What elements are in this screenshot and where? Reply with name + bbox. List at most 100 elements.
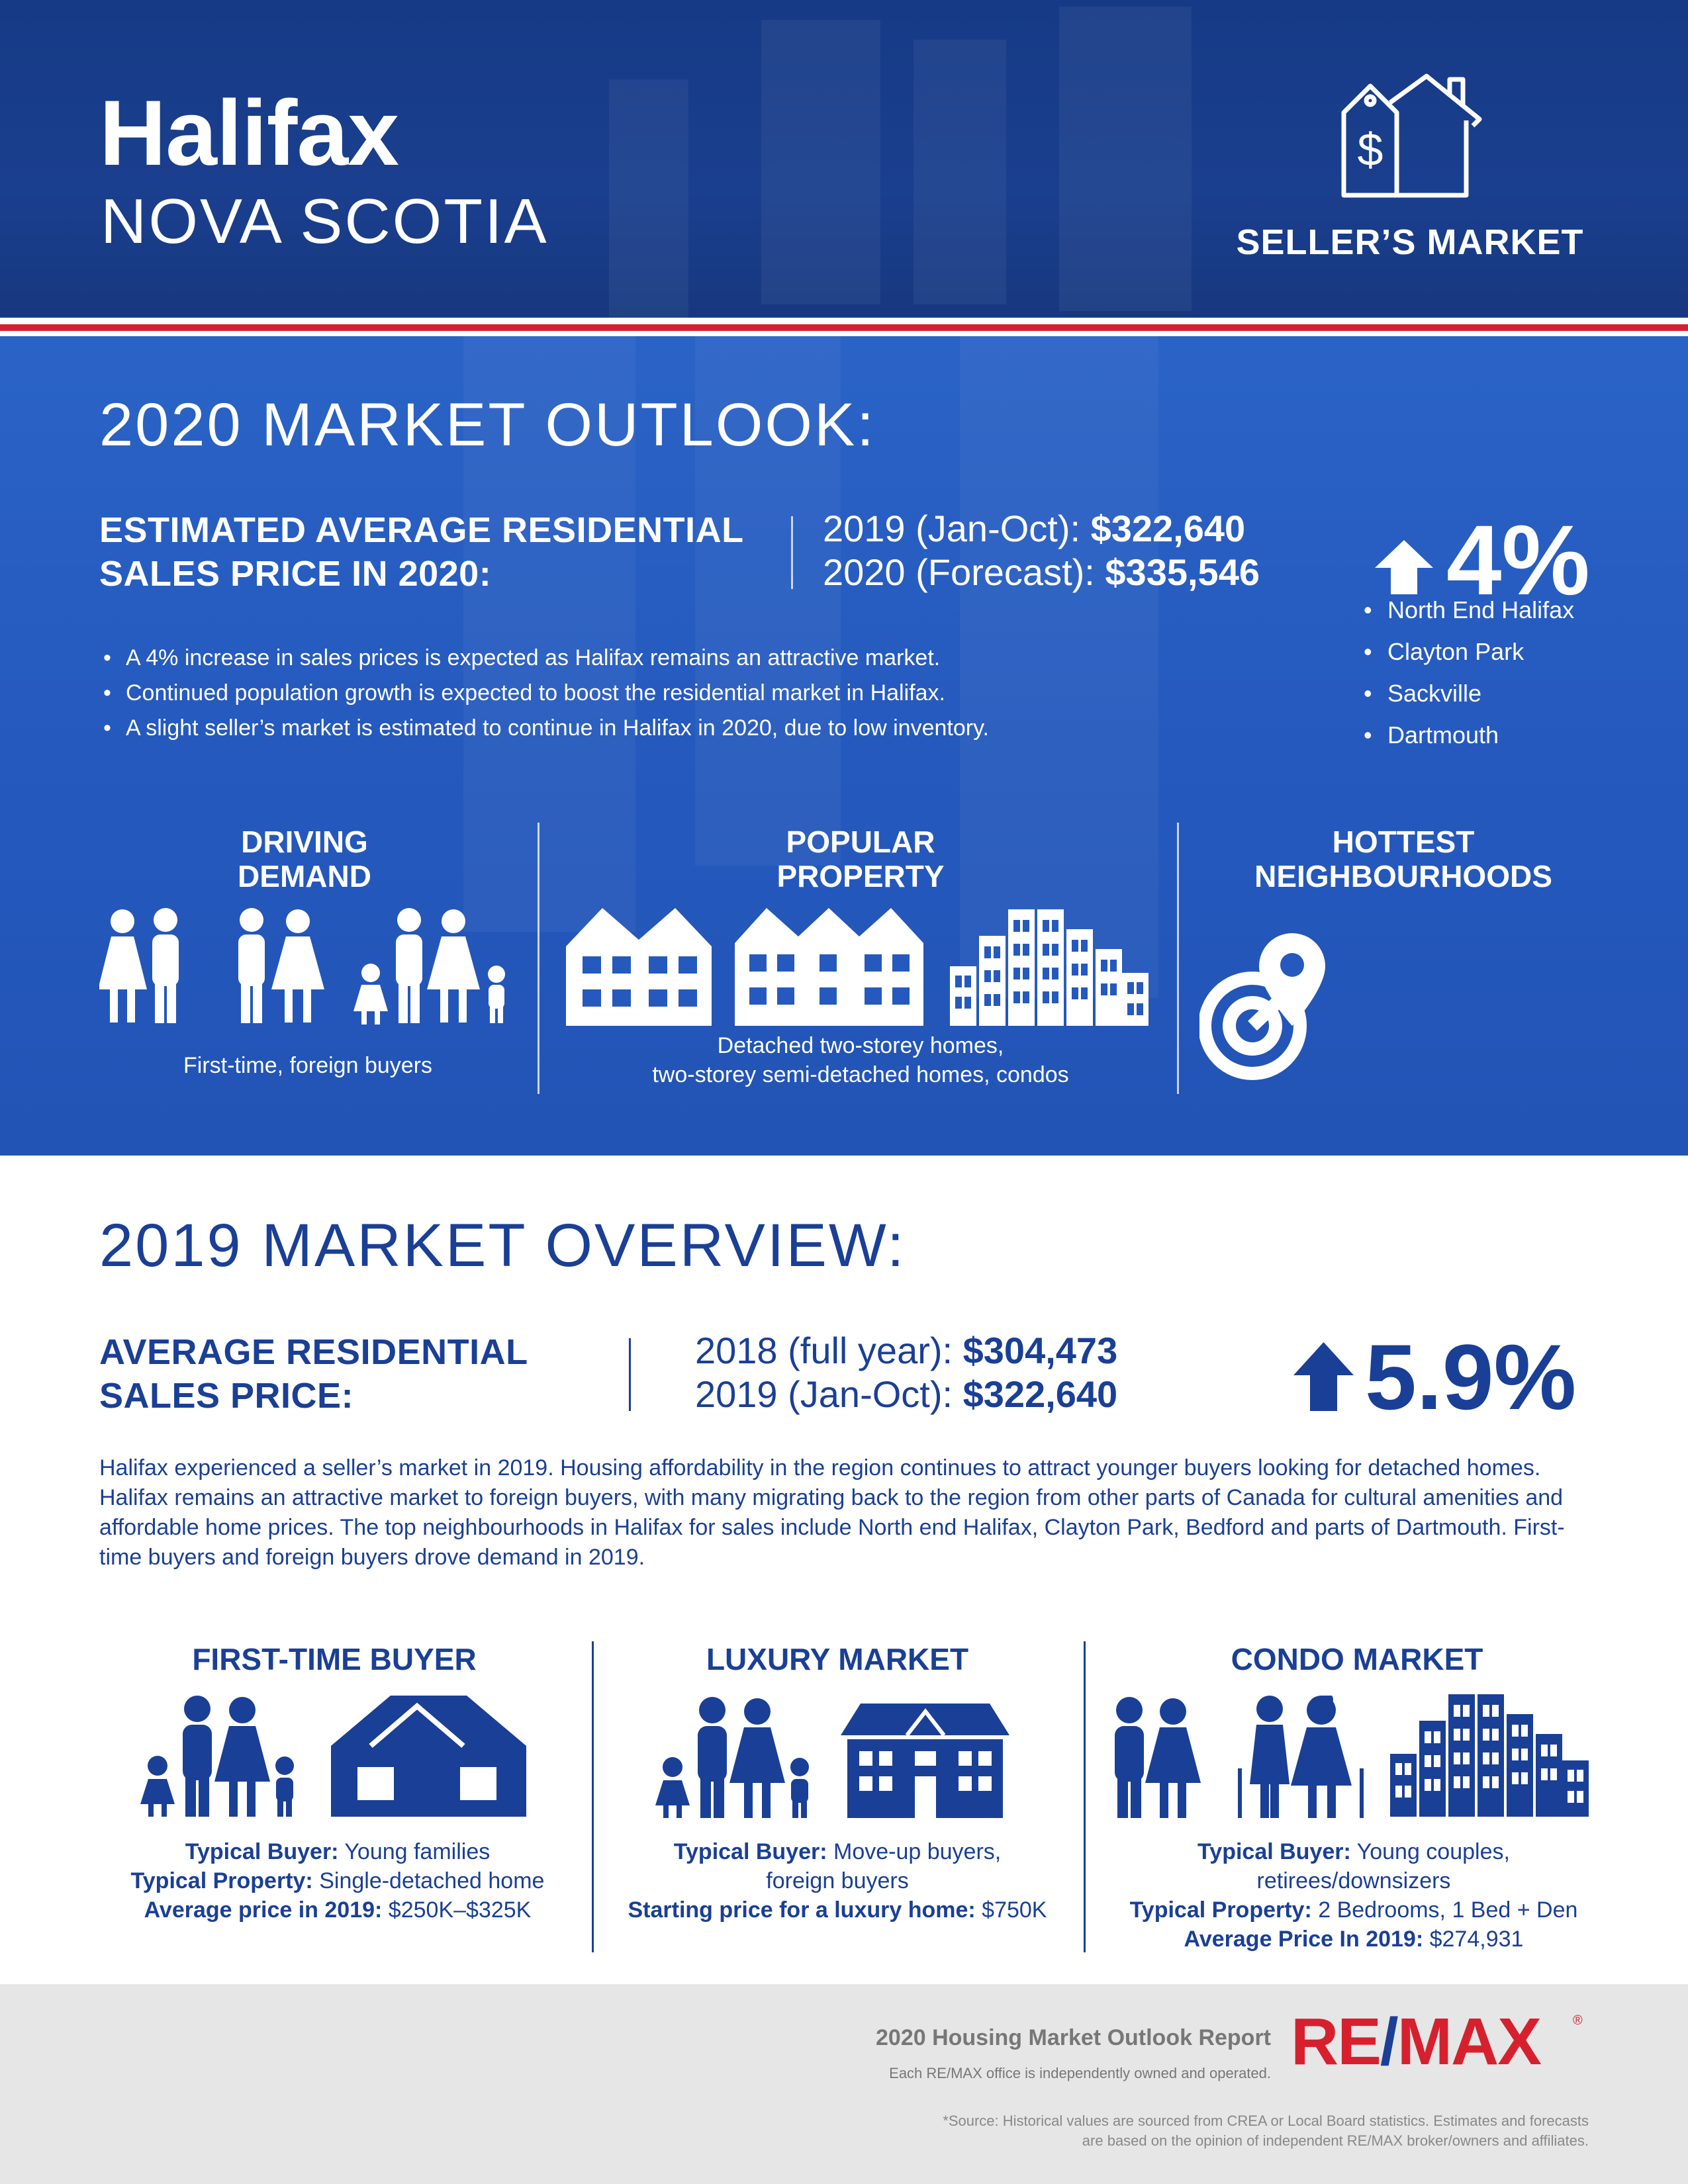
remax-logo: RE/MAX bbox=[1291, 2004, 1542, 2080]
popular-property-title: POPULAR PROPERTY bbox=[662, 825, 1059, 893]
source-line: are based on the opinion of independent … bbox=[1082, 2132, 1589, 2149]
info-line: Typical Buyer: Young couples, bbox=[1092, 1837, 1615, 1866]
vertical-divider bbox=[791, 516, 793, 589]
first-time-buyer-info: Typical Buyer: Young families Typical Pr… bbox=[79, 1837, 596, 1925]
market-type-label: SELLER’S MARKET bbox=[1236, 222, 1584, 262]
info-label: Average price in 2019: bbox=[144, 1897, 383, 1923]
header-banner: Halifax NOVA SCOTIA $ SELLER’S MARKET bbox=[0, 0, 1688, 318]
info-value: $750K bbox=[975, 1897, 1047, 1923]
caption-line: two-storey semi-detached homes, condos bbox=[652, 1062, 1069, 1087]
logo-slash: / bbox=[1380, 2005, 1399, 2079]
label-line: ESTIMATED AVERAGE RESIDENTIAL bbox=[99, 510, 744, 550]
luxury-market-title: LUXURY MARKET bbox=[706, 1642, 969, 1676]
price-label: 2020 (Forecast): bbox=[823, 551, 1105, 593]
price-value: $304,473 bbox=[962, 1330, 1118, 1371]
vertical-divider bbox=[592, 1641, 594, 1952]
info-line: Starting price for a luxury home: $750K bbox=[602, 1895, 1072, 1925]
info-label: Typical Buyer: bbox=[1197, 1839, 1351, 1864]
semi-detached-house-icon bbox=[735, 908, 923, 1026]
vertical-divider bbox=[538, 823, 539, 1094]
house-price-tag-icon: $ bbox=[1341, 73, 1482, 198]
price-label: 2019 (Jan-Oct): bbox=[695, 1373, 963, 1415]
price-row: 2019 (Jan-Oct): $322,640 bbox=[695, 1373, 1117, 1416]
info-label: Typical Property: bbox=[130, 1868, 313, 1893]
logo-text: MAX bbox=[1397, 2005, 1542, 2079]
condo-building-icon bbox=[950, 909, 1149, 1026]
independent-note: Each RE/MAX office is independently owne… bbox=[889, 2065, 1271, 2081]
label-line: SALES PRICE: bbox=[99, 1376, 354, 1416]
divider-stripe bbox=[0, 318, 1688, 324]
title-line: PROPERTY bbox=[776, 859, 945, 893]
detached-house-icon bbox=[566, 908, 712, 1026]
first-time-buyer-title: FIRST-TIME BUYER bbox=[192, 1642, 477, 1676]
info-line: Typical Buyer: Move-up buyers, bbox=[602, 1837, 1072, 1866]
info-label: Starting price for a luxury home: bbox=[628, 1897, 976, 1923]
background-building bbox=[1059, 7, 1192, 311]
title-line: POPULAR bbox=[786, 825, 935, 859]
overview-paragraph: Halifax experienced a seller’s market in… bbox=[99, 1455, 1565, 1570]
price-row: 2020 (Forecast): $335,546 bbox=[823, 551, 1260, 594]
source-line: *Source: Historical values are sourced f… bbox=[943, 2113, 1589, 2129]
condo-market-title: CONDO MARKET bbox=[1231, 1642, 1483, 1676]
province-title: NOVA SCOTIA bbox=[101, 186, 549, 257]
list-item: A 4% increase in sales prices is expecte… bbox=[99, 641, 1357, 676]
condo-market-info: Typical Buyer: Young couples, retirees/d… bbox=[1092, 1837, 1615, 1954]
footer: 2020 Housing Market Outlook Report Each … bbox=[0, 1984, 1688, 2184]
popular-property-caption: Detached two-storey homes, two-storey se… bbox=[569, 1031, 1152, 1089]
price-value: $335,546 bbox=[1105, 551, 1260, 593]
luxury-home-icon bbox=[841, 1704, 1009, 1818]
background-building bbox=[761, 20, 880, 304]
city-title: Halifax bbox=[99, 81, 399, 185]
list-item: Continued population growth is expected … bbox=[99, 676, 1357, 711]
info-line: retirees/downsizers bbox=[1256, 1868, 1451, 1893]
info-line: Typical Buyer: Young families bbox=[79, 1837, 596, 1866]
title-line: HOTTEST bbox=[1332, 825, 1475, 859]
info-label: Typical Buyer: bbox=[185, 1839, 339, 1864]
price-label: 2019 (Jan-Oct): bbox=[823, 508, 1091, 549]
title-line: DRIVING bbox=[241, 825, 368, 859]
info-value: $250K–$325K bbox=[382, 1897, 532, 1923]
source-note: *Source: Historical values are sourced f… bbox=[662, 2111, 1589, 2151]
background-building bbox=[609, 79, 688, 318]
label-line: AVERAGE RESIDENTIAL bbox=[99, 1332, 528, 1372]
logo-text: RE bbox=[1291, 2005, 1382, 2079]
info-label: Average Price In 2019: bbox=[1184, 1927, 1424, 1952]
single-detached-home-icon bbox=[331, 1696, 526, 1817]
overview-price-values: 2018 (full year): $304,473 2019 (Jan-Oct… bbox=[695, 1329, 1117, 1416]
family-icon bbox=[140, 1696, 294, 1817]
up-arrow-icon bbox=[1375, 540, 1433, 594]
divider-stripe bbox=[0, 324, 1688, 331]
info-line: Average Price In 2019: $274,931 bbox=[1092, 1925, 1615, 1954]
up-arrow-icon bbox=[1293, 1342, 1354, 1411]
people-families-icon bbox=[99, 908, 505, 1024]
price-label: 2018 (full year): bbox=[695, 1330, 963, 1371]
report-title: 2020 Housing Market Outlook Report bbox=[876, 2025, 1271, 2050]
label-line: SALES PRICE IN 2020: bbox=[99, 554, 492, 594]
map-pin-target-icon bbox=[1199, 933, 1325, 1080]
info-value: $274,931 bbox=[1423, 1927, 1524, 1952]
driving-demand-title: DRIVING DEMAND bbox=[132, 825, 477, 893]
info-value: Young couples, bbox=[1350, 1839, 1510, 1864]
outlook-price-values: 2019 (Jan-Oct): $322,640 2020 (Forecast)… bbox=[823, 507, 1260, 594]
outlook-price-label: ESTIMATED AVERAGE RESIDENTIAL SALES PRIC… bbox=[99, 508, 774, 596]
condo-building-icon bbox=[1390, 1694, 1589, 1817]
info-value: Young families bbox=[338, 1839, 491, 1864]
outlook-heading: 2020 MARKET OUTLOOK: bbox=[99, 391, 876, 459]
info-line: foreign buyers bbox=[766, 1868, 909, 1893]
vertical-divider bbox=[1084, 1641, 1086, 1952]
vertical-divider bbox=[1177, 823, 1179, 1094]
info-line: Typical Property: 2 Bedrooms, 1 Bed + De… bbox=[1092, 1895, 1615, 1925]
price-value: $322,640 bbox=[1090, 508, 1246, 549]
price-row: 2019 (Jan-Oct): $322,640 bbox=[823, 507, 1260, 551]
price-value: $322,640 bbox=[962, 1373, 1118, 1415]
info-value: 2 Bedrooms, 1 Bed + Den bbox=[1311, 1897, 1578, 1923]
luxury-market-info: Typical Buyer: Move-up buyers, foreign b… bbox=[602, 1837, 1072, 1925]
couples-retirees-icon bbox=[1115, 1696, 1364, 1818]
list-item: Clayton Park bbox=[1364, 631, 1574, 672]
title-line: NEIGHBOURHOODS bbox=[1254, 859, 1552, 893]
divider-stripe bbox=[0, 331, 1688, 336]
price-row: 2018 (full year): $304,473 bbox=[695, 1329, 1117, 1373]
info-value: Single-detached home bbox=[312, 1868, 545, 1893]
title-line: DEMAND bbox=[238, 859, 371, 893]
background-building bbox=[695, 336, 841, 866]
